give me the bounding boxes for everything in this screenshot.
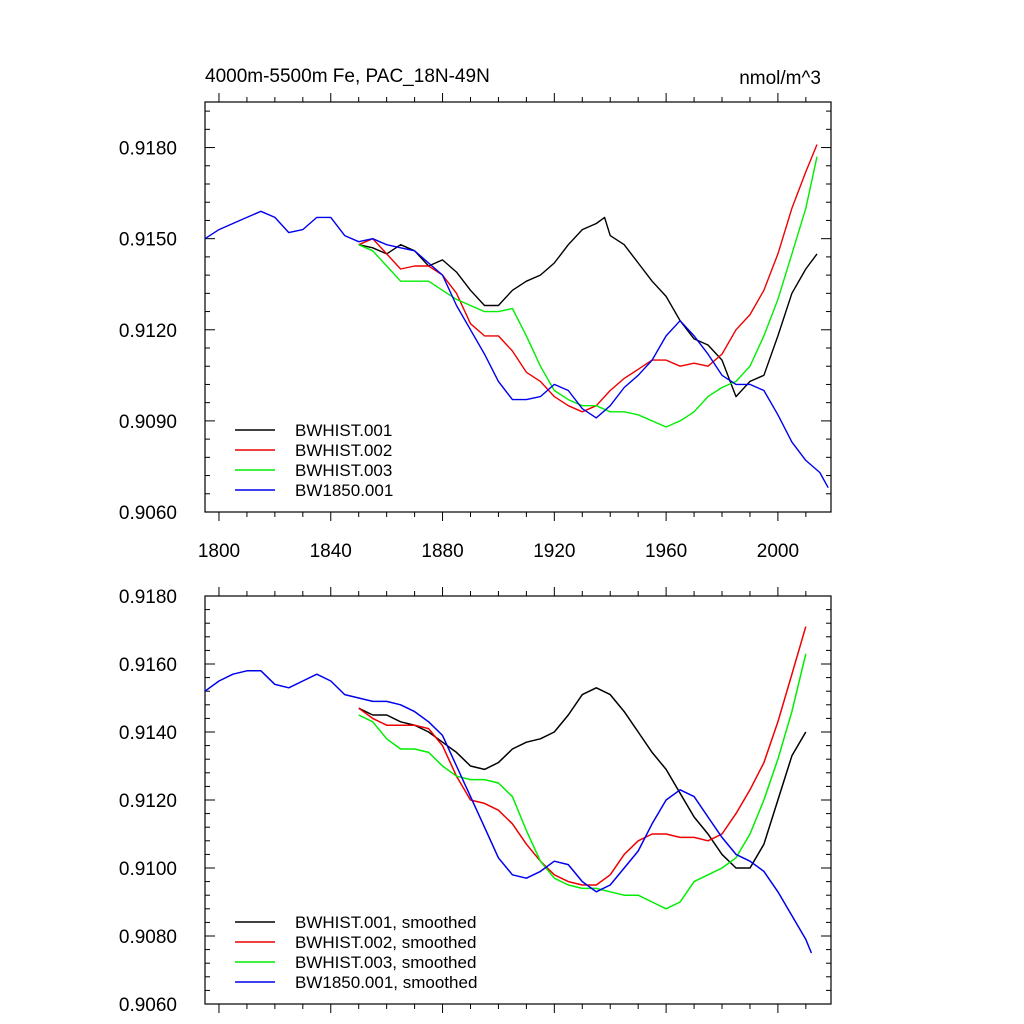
series-line-bwhist-001 — [358, 216, 818, 398]
x-tick-label: 1800 — [198, 541, 240, 562]
x-tick-label: 1920 — [533, 541, 575, 562]
y-tick-label: 0.9120 — [119, 321, 177, 342]
y-tick-label: 0.9180 — [119, 139, 177, 160]
series-line-bwhist-002-smoothed — [358, 626, 807, 886]
series-line-bwhist-002 — [358, 144, 818, 413]
y-tick-label: 0.9160 — [119, 655, 177, 676]
legend-label-bwhist-001: BWHIST.001 — [295, 421, 392, 440]
legend-label-bw1850-001: BW1850.001 — [295, 481, 393, 500]
y-tick-label: 0.9060 — [119, 995, 177, 1016]
panel-1: 1800 1840 1880 1920 1960 2000 0.9060 0.9090 0.91… — [119, 66, 832, 562]
y-tick-label: 0.9180 — [119, 587, 177, 608]
series-line-bw1850-001 — [205, 210, 829, 489]
y-tick-label: 0.9100 — [119, 859, 177, 880]
legend-label-bwhist-002: BWHIST.002 — [295, 441, 392, 460]
legend-label-bwhist-003: BWHIST.003 — [295, 461, 392, 480]
chart-title: 4000m-5500m Fe, PAC_18N-49N — [205, 66, 490, 87]
legend-label-bwhist-002-smoothed: BWHIST.002, smoothed — [295, 933, 476, 952]
legend-label-bw1850-001-smoothed: BW1850.001, smoothed — [295, 973, 477, 992]
legend-label-bwhist-001-smoothed: BWHIST.001, smoothed — [295, 913, 476, 932]
x-tick-label: 1960 — [645, 541, 687, 562]
legend-label-bwhist-003-smoothed: BWHIST.003, smoothed — [295, 953, 476, 972]
y-tick-label: 0.9120 — [119, 791, 177, 812]
series-line-bwhist-001-smoothed — [358, 687, 807, 869]
y-tick-label: 0.9060 — [119, 503, 177, 524]
y-tick-label: 0.9150 — [119, 230, 177, 251]
panel-2: 0.9060 0.9080 0.9100 0.9120 0.9140 0.9160 0.91… — [119, 587, 832, 1016]
x-tick-label: 1840 — [310, 541, 352, 562]
series-group — [205, 626, 813, 954]
x-tick-label: 1880 — [421, 541, 463, 562]
series-group — [205, 144, 829, 489]
y-tick-label: 0.9090 — [119, 412, 177, 433]
plot-frame — [204, 101, 832, 513]
y-tick-label: 0.9080 — [119, 927, 177, 948]
series-line-bwhist-003 — [358, 156, 818, 428]
series-line-bwhist-003-smoothed — [358, 653, 807, 910]
series-line-bw1850-001-smoothed — [205, 670, 813, 954]
x-tick-label: 2000 — [757, 541, 799, 562]
units-label: nmol/m^3 — [739, 68, 821, 89]
y-tick-label: 0.9140 — [119, 723, 177, 744]
